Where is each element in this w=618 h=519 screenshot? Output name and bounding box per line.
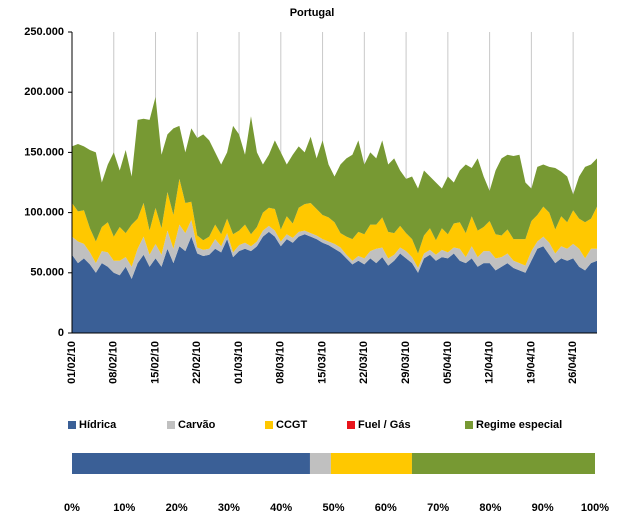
legend-swatch	[167, 421, 175, 429]
y-tick-label: 100.000	[24, 207, 64, 219]
x-tick-label: 26/04/10	[567, 341, 579, 384]
legend-swatch	[68, 421, 76, 429]
share-segment	[72, 453, 310, 474]
legend-label: Hídrica	[79, 419, 117, 431]
x-tick-label: 22/02/10	[191, 341, 203, 384]
x-tick-label: 70%	[427, 502, 449, 514]
x-tick-label: 20%	[166, 502, 188, 514]
legend-swatch	[265, 421, 273, 429]
legend-label: Fuel / Gás	[358, 419, 411, 431]
x-tick-label: 01/03/10	[233, 341, 245, 384]
legend-swatch	[347, 421, 355, 429]
x-tick-label: 40%	[270, 502, 292, 514]
x-tick-label: 08/03/10	[275, 341, 287, 384]
x-tick-label: 60%	[375, 502, 397, 514]
y-tick-label: 50.000	[30, 267, 64, 279]
legend-label: Regime especial	[476, 419, 562, 431]
area	[72, 97, 597, 254]
area	[72, 219, 597, 279]
x-tick-label: 22/03/10	[358, 341, 370, 384]
y-tick-label: 150.000	[24, 146, 64, 158]
y-tick-label: 0	[58, 327, 64, 339]
chart-title: Portugal	[290, 7, 335, 19]
x-tick-label: 08/02/10	[108, 341, 120, 384]
share-segment	[309, 453, 331, 474]
x-tick-label: 05/04/10	[442, 341, 454, 384]
y-tick-label: 200.000	[24, 86, 64, 98]
x-tick-label: 15/02/10	[149, 341, 161, 384]
x-tick-label: 90%	[532, 502, 554, 514]
x-tick-label: 100%	[581, 502, 609, 514]
x-tick-label: 29/03/10	[400, 341, 412, 384]
x-tick-label: 50%	[322, 502, 344, 514]
area	[72, 231, 597, 333]
legend-label: CCGT	[276, 419, 307, 431]
x-tick-label: 0%	[64, 502, 80, 514]
share-segment	[330, 453, 412, 474]
y-tick-label: 250.000	[24, 26, 64, 38]
area	[72, 178, 597, 268]
x-tick-label: 15/03/10	[316, 341, 328, 384]
legend-label: Carvão	[178, 419, 216, 431]
share-segment	[411, 453, 595, 474]
x-tick-label: 30%	[218, 502, 240, 514]
legend-swatch	[465, 421, 473, 429]
x-tick-label: 19/04/10	[525, 341, 537, 384]
x-tick-label: 10%	[113, 502, 135, 514]
x-tick-label: 80%	[479, 502, 501, 514]
x-tick-label: 01/02/10	[66, 341, 78, 384]
x-tick-label: 12/04/10	[484, 341, 496, 384]
